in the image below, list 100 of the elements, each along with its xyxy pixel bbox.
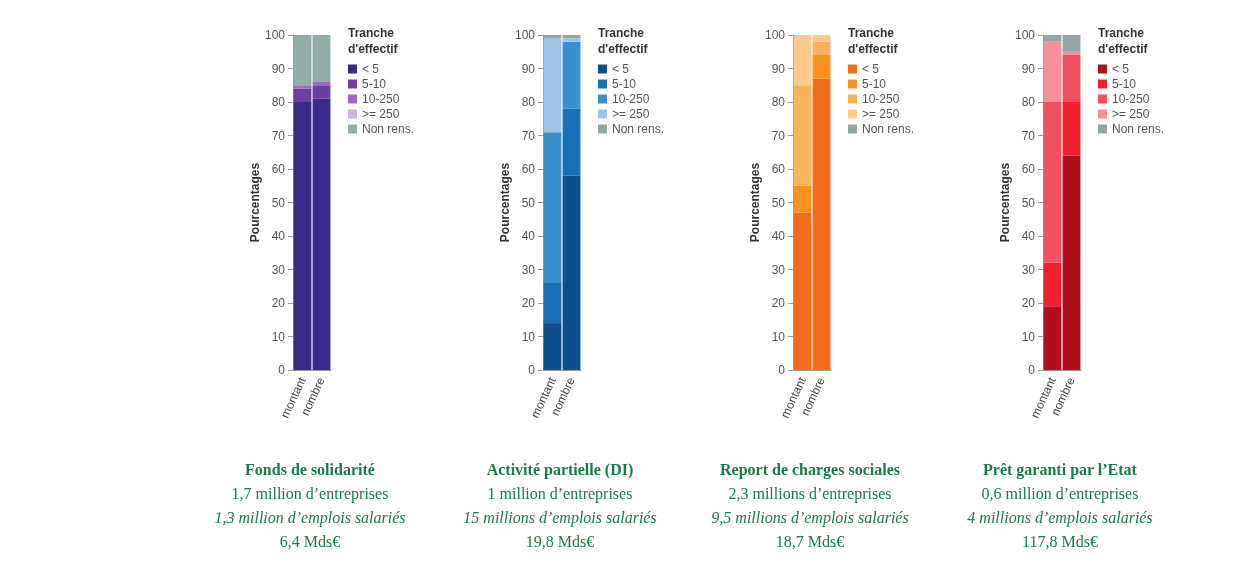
y-tick-label: 10 [271,329,286,344]
y-tick-label: 50 [521,195,536,210]
bar [793,85,812,186]
y-tick-label: 60 [771,162,786,176]
legend-label: 10-250 [362,92,400,106]
text: 0,6 million d’entreprises [980,484,1140,505]
legend-title: Tranche d'effectif [348,26,399,56]
bar [562,41,581,109]
y-tick-label: 90 [521,61,536,76]
y-tick-label: 90 [771,61,786,76]
y-axis-title: Pourcentages [498,162,513,243]
y-tick-label: 40 [521,229,536,243]
bar [312,85,331,99]
y-tick-label: 10 [521,329,536,344]
legend-label: < 5 [862,62,880,76]
legend-label: 10-250 [612,92,650,106]
y-tick-label: 0 [528,363,536,377]
y-axis-title: Pourcentages [748,162,763,243]
text: 6,4 Mds€ [278,532,342,552]
y-tick-label: 60 [1021,162,1036,176]
y-tick-label: 40 [271,229,286,243]
bar [1043,102,1062,263]
bar [543,323,562,370]
y-axis-title: Pourcentages [248,162,263,243]
y-tick-label: 70 [521,128,536,143]
text: Report de charges sociales [719,460,901,481]
y-tick-label: 20 [1021,296,1036,310]
text: 9,5 millions d’emplois salariés [710,508,910,529]
bar [1062,155,1081,370]
legend-title: Tranche d'effectif [1098,26,1149,56]
bar [1043,262,1062,307]
y-tick-label: 0 [1028,363,1036,377]
y-tick-label: 50 [771,195,786,210]
legend-label: Non rens. [612,122,665,136]
y-tick-label: 70 [771,128,786,143]
bar [293,35,312,86]
bar [1043,306,1062,370]
y-tick-label: 80 [521,95,536,109]
text: 2,3 millions d’entreprises [727,484,893,505]
legend-label: < 5 [362,62,380,76]
y-tick-label: 10 [1021,329,1036,344]
bar [793,185,812,213]
y-tick-label: 80 [271,95,286,109]
bar [812,41,831,56]
bar [1062,55,1081,102]
bar [562,108,581,176]
y-tick-label: 30 [771,262,786,277]
y-tick-label: 50 [271,195,286,210]
y-tick-label: 100 [514,28,536,42]
text: Activité partielle (DI) [485,460,635,481]
legend-label: 5-10 [1112,77,1137,91]
legend-label: 5-10 [862,77,887,91]
text: Prêt garanti par l’Etat [982,460,1138,481]
y-tick-label: 20 [271,296,286,310]
legend-label: >= 250 [862,107,900,121]
y-tick-label: 0 [278,363,286,377]
bar [312,98,331,370]
legend-label: 10-250 [1112,92,1150,106]
legend-label: >= 250 [612,107,650,121]
y-tick-label: 30 [1021,262,1036,277]
y-tick-label: 0 [778,363,786,377]
legend-title: Tranche d'effectif [848,26,899,56]
text: Fonds de solidarité [244,460,376,480]
legend-label: Non rens. [862,122,915,136]
text: 19,8 Mds€ [524,532,596,552]
legend-label: < 5 [612,62,630,76]
text: 4 millions d’emplois salariés [966,508,1154,529]
y-tick-label: 70 [271,128,286,143]
bar [1062,35,1081,52]
bar [543,132,562,283]
y-tick-label: 80 [771,95,786,109]
y-tick-label: 30 [521,262,536,277]
y-axis-title: Pourcentages [998,162,1013,243]
bar [793,212,812,370]
bar [293,88,312,102]
y-tick-label: 80 [1021,95,1036,109]
y-tick-label: 70 [1021,128,1036,143]
text: 15 millions d’emplois salariés [462,508,658,529]
bar [293,85,312,89]
legend-label: Non rens. [362,122,415,136]
text: 1 million d’entreprises [486,484,634,505]
legend-title: Tranche d'effectif [598,26,649,56]
y-tick-label: 90 [271,61,286,76]
legend-label: 5-10 [612,77,637,91]
y-tick-label: 90 [1021,61,1036,76]
bar [812,35,831,42]
y-tick-label: 20 [771,296,786,310]
legend-label: Non rens. [1112,122,1165,136]
y-tick-label: 100 [264,28,286,42]
bar [1043,41,1062,102]
bar [543,38,562,133]
y-tick-label: 100 [764,28,786,42]
text: 117,8 Mds€ [1021,532,1099,552]
y-tick-label: 30 [271,262,286,277]
y-tick-label: 20 [521,296,536,310]
legend-label: 10-250 [862,92,900,106]
bar [793,35,812,86]
y-tick-label: 60 [521,162,536,176]
y-tick-label: 40 [1021,229,1036,243]
bar [1062,102,1081,156]
